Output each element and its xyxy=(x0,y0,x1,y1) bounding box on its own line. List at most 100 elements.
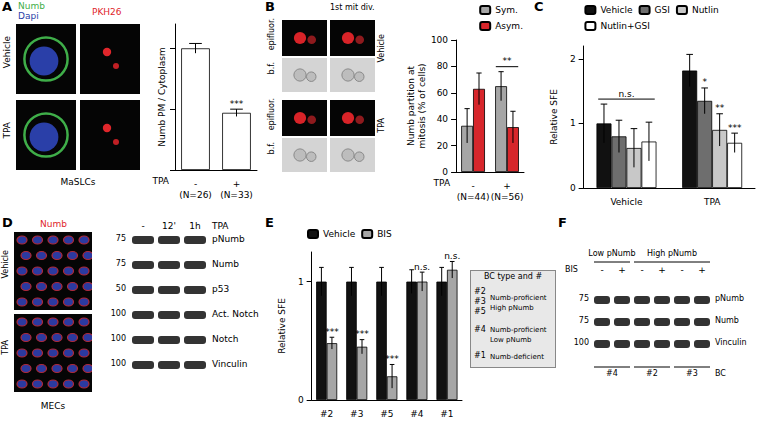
html-text:#5: #5 xyxy=(474,307,486,316)
html-text:TPA: TPA xyxy=(377,118,386,133)
html-text:MaSLCs: MaSLCs xyxy=(60,177,96,187)
svg-text:0: 0 xyxy=(570,183,576,193)
html-text:High pNumb: High pNumb xyxy=(647,249,697,258)
svg-text:(N=26): (N=26) xyxy=(179,190,212,200)
svg-text:#5: #5 xyxy=(380,409,393,419)
html-text:E: E xyxy=(265,215,274,230)
svg-text:TPA: TPA xyxy=(433,178,451,188)
svg-text:1: 1 xyxy=(570,118,576,128)
html-text:p53: p53 xyxy=(212,284,230,294)
html-text:Numb: Numb xyxy=(212,259,239,269)
svg-text:Relative SFE: Relative SFE xyxy=(277,298,287,354)
html-text:#1: #1 xyxy=(474,351,486,360)
html-text:C: C xyxy=(534,0,544,14)
html-text:TPA: TPA xyxy=(2,122,12,139)
html-text:12': 12' xyxy=(162,221,176,231)
svg-text:BIS: BIS xyxy=(377,229,392,239)
svg-text:0: 0 xyxy=(442,167,448,177)
svg-text:#3: #3 xyxy=(350,409,363,419)
svg-text:n.s.: n.s. xyxy=(414,262,430,272)
svg-text:n.s.: n.s. xyxy=(618,89,634,99)
html-text:TPA: TPA xyxy=(1,340,10,355)
svg-text:80: 80 xyxy=(437,61,449,71)
svg-text:-: - xyxy=(471,181,474,191)
html-text:b.f.: b.f. xyxy=(267,62,276,75)
svg-text:***: *** xyxy=(355,329,369,339)
html-text:50: 50 xyxy=(115,284,126,293)
html-text:75: 75 xyxy=(115,259,126,268)
svg-text:***: *** xyxy=(230,99,244,109)
html-text:MECs: MECs xyxy=(40,401,66,411)
svg-text:TPA: TPA xyxy=(151,176,169,186)
html-text:Vehicle: Vehicle xyxy=(1,250,10,279)
svg-text:Vehicle: Vehicle xyxy=(600,5,633,15)
svg-text:20: 20 xyxy=(437,141,449,151)
svg-text:Asym.: Asym. xyxy=(495,21,523,31)
svg-text:Nutlin: Nutlin xyxy=(692,5,719,15)
html-text:Numb: Numb xyxy=(18,1,45,11)
svg-text:***: *** xyxy=(385,354,399,364)
svg-text:mitosis (% of cells): mitosis (% of cells) xyxy=(417,63,427,148)
svg-text:Sym.: Sym. xyxy=(495,5,518,15)
svg-text:Relative SFE: Relative SFE xyxy=(549,89,559,145)
svg-text:*: * xyxy=(702,77,707,87)
svg-text:**: ** xyxy=(503,56,513,66)
html-text:#4: #4 xyxy=(474,325,486,334)
svg-text:-: - xyxy=(194,179,197,189)
html-text:75: 75 xyxy=(115,234,126,243)
svg-text:Nutlin+GSI: Nutlin+GSI xyxy=(600,21,650,31)
html-text:Low pNumb: Low pNumb xyxy=(588,249,636,258)
html-text:B: B xyxy=(265,0,275,14)
svg-text:Vehicle: Vehicle xyxy=(323,229,356,239)
html-text:1h: 1h xyxy=(189,221,201,231)
svg-text:#4: #4 xyxy=(410,409,424,419)
svg-text:100: 100 xyxy=(431,35,448,45)
html-text:epifluor.: epifluor. xyxy=(267,18,276,51)
html-text:Vehicle: Vehicle xyxy=(377,34,386,63)
html-text:b.f.: b.f. xyxy=(267,142,276,155)
svg-text:***: *** xyxy=(325,327,339,337)
svg-text:+: + xyxy=(503,181,511,191)
html-text:Notch: Notch xyxy=(212,334,239,344)
svg-text:(N=56): (N=56) xyxy=(491,192,524,202)
html-text:100: 100 xyxy=(110,334,126,343)
html-text:75: 75 xyxy=(578,294,589,303)
svg-text:60: 60 xyxy=(437,88,449,98)
html-text:100: 100 xyxy=(110,359,126,368)
html-text:1st mit div.: 1st mit div. xyxy=(330,3,375,12)
html-text:F: F xyxy=(558,215,567,230)
html-text:TPA: TPA xyxy=(212,221,229,231)
svg-text:#2: #2 xyxy=(320,409,333,419)
html-text:Act. Notch: Act. Notch xyxy=(212,309,259,319)
svg-text:#1: #1 xyxy=(440,409,453,419)
svg-text:(N=33): (N=33) xyxy=(220,190,253,200)
html-text:Vinculin: Vinculin xyxy=(212,359,248,369)
html-text:BC type and #: BC type and # xyxy=(483,272,543,281)
svg-text:(N=44): (N=44) xyxy=(457,192,490,202)
svg-text:0: 0 xyxy=(298,395,304,405)
html-text:epifluor.: epifluor. xyxy=(267,98,276,131)
svg-text:40: 40 xyxy=(437,114,449,124)
svg-text:Vehicle: Vehicle xyxy=(610,197,643,207)
html-text:PKH26: PKH26 xyxy=(92,7,122,17)
html-text:A: A xyxy=(2,0,13,14)
svg-text:TPA: TPA xyxy=(703,197,721,207)
html-text:#3: #3 xyxy=(474,297,486,306)
svg-text:GSI: GSI xyxy=(655,5,670,15)
html-text:Dapi: Dapi xyxy=(18,11,39,21)
html-text:#2: #2 xyxy=(474,287,486,296)
svg-text:1: 1 xyxy=(298,277,304,287)
html-text:Vehicle: Vehicle xyxy=(2,36,12,69)
svg-text:Numb PM / Cytoplasm: Numb PM / Cytoplasm xyxy=(157,47,167,147)
html-text:100: 100 xyxy=(110,309,126,318)
svg-text:n.s.: n.s. xyxy=(444,251,460,261)
html-text:pNumb: pNumb xyxy=(212,234,245,244)
html-text:D: D xyxy=(2,215,13,230)
svg-text:***: *** xyxy=(728,123,742,133)
svg-text:+: + xyxy=(233,179,241,189)
html-text:Numb: Numb xyxy=(40,219,67,229)
html-text:BIS: BIS xyxy=(565,265,578,274)
svg-text:**: ** xyxy=(715,103,725,113)
svg-text:2: 2 xyxy=(570,54,576,64)
svg-text:Numb partition at: Numb partition at xyxy=(406,66,416,146)
